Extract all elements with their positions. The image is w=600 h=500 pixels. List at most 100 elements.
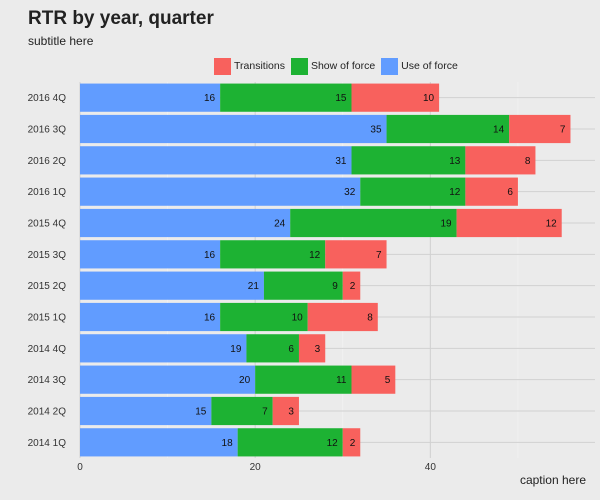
data-label-use-of-force: 35 (370, 125, 382, 136)
bar-use-of-force (80, 334, 247, 363)
data-label-show-of-force: 15 (335, 93, 347, 104)
y-tick-label: 2016 2Q (28, 156, 67, 167)
data-label-transitions: 7 (560, 125, 566, 136)
legend-label-use-of-force: Use of force (401, 60, 458, 72)
bar-show-of-force (246, 334, 299, 363)
bar-transitions (298, 334, 326, 363)
bar-show-of-force (386, 114, 510, 144)
data-label-show-of-force: 14 (493, 125, 505, 136)
legend-item-show-of-force: Show of force (290, 57, 376, 75)
data-label-transitions: 5 (385, 375, 391, 386)
data-label-use-of-force: 19 (230, 344, 242, 355)
bar-show-of-force (351, 146, 466, 175)
data-label-use-of-force: 16 (204, 250, 216, 261)
legend-label-show-of-force: Show of force (310, 60, 376, 72)
data-label-use-of-force: 24 (274, 219, 286, 230)
y-tick-label: 2016 1Q (28, 187, 67, 198)
legend-label-transitions: Transitions (234, 60, 285, 72)
data-label-show-of-force: 7 (262, 407, 268, 418)
y-tick-label: 2015 1Q (28, 313, 67, 324)
bar-use-of-force (80, 302, 221, 332)
data-label-transitions: 12 (546, 219, 558, 230)
data-label-show-of-force: 10 (292, 313, 304, 324)
y-tick-label: 2015 4Q (28, 219, 67, 230)
data-label-transitions: 10 (423, 93, 435, 104)
bar-show-of-force (263, 271, 343, 300)
data-label-show-of-force: 12 (309, 250, 321, 261)
bar-show-of-force (290, 208, 457, 238)
data-label-use-of-force: 16 (204, 93, 216, 104)
legend-key-use-of-force (381, 57, 399, 75)
data-label-show-of-force: 13 (449, 156, 461, 167)
legend: Transitions Show of force Use of force (214, 57, 464, 75)
bar-show-of-force (220, 240, 326, 269)
data-label-use-of-force: 31 (335, 156, 347, 167)
bar-show-of-force (220, 302, 308, 332)
bar-use-of-force (80, 428, 238, 457)
bar-show-of-force (237, 428, 343, 457)
legend-item-use-of-force: Use of force (381, 57, 458, 75)
data-label-transitions: 8 (525, 156, 531, 167)
bar-use-of-force (80, 271, 264, 300)
bar-transitions (342, 428, 361, 457)
data-label-transitions: 2 (350, 438, 356, 449)
bar-show-of-force (211, 396, 273, 426)
bar-use-of-force (80, 208, 291, 238)
y-tick-label: 2015 3Q (28, 250, 67, 261)
plot-panel (80, 82, 595, 458)
chart-caption: caption here (519, 473, 586, 487)
bar-use-of-force (80, 83, 221, 112)
data-label-show-of-force: 9 (332, 281, 338, 292)
y-tick-label: 2014 1Q (28, 438, 67, 449)
bar-transitions (351, 83, 440, 112)
data-label-show-of-force: 12 (327, 438, 339, 449)
bar-transitions (456, 208, 562, 238)
y-tick-label: 2014 2Q (28, 407, 67, 418)
data-label-transitions: 3 (288, 407, 294, 418)
legend-key-transitions (214, 57, 231, 75)
chart-title: RTR by year, quarter (28, 8, 214, 29)
bar-show-of-force (255, 365, 352, 394)
data-label-use-of-force: 15 (195, 407, 207, 418)
bar-transitions (325, 240, 387, 269)
data-label-transitions: 6 (507, 187, 513, 198)
data-label-show-of-force: 6 (288, 344, 294, 355)
data-label-show-of-force: 12 (449, 187, 461, 198)
data-label-transitions: 7 (376, 250, 382, 261)
y-tick-label: 2015 2Q (28, 281, 67, 292)
bar-transitions (465, 177, 518, 206)
data-label-use-of-force: 21 (248, 281, 260, 292)
data-label-show-of-force: 11 (336, 375, 347, 386)
data-label-use-of-force: 16 (204, 313, 216, 324)
legend-item-transitions: Transitions (214, 57, 285, 75)
y-tick-label: 2014 3Q (28, 375, 67, 386)
legend-key-show-of-force (290, 57, 308, 75)
bar-show-of-force (220, 83, 352, 112)
bar-transitions (342, 271, 361, 300)
y-tick-label: 2016 4Q (28, 93, 67, 104)
data-label-use-of-force: 32 (344, 187, 356, 198)
data-label-use-of-force: 18 (222, 438, 234, 449)
data-label-transitions: 3 (315, 344, 321, 355)
bar-use-of-force (80, 114, 387, 144)
data-label-transitions: 8 (367, 313, 373, 324)
bar-use-of-force (80, 177, 361, 206)
bar-transitions (351, 365, 396, 394)
bar-use-of-force (80, 365, 256, 394)
bar-transitions (307, 302, 378, 332)
bar-use-of-force (80, 396, 212, 426)
data-label-transitions: 2 (350, 281, 356, 292)
x-tick-label: 20 (250, 462, 262, 473)
data-label-show-of-force: 19 (440, 219, 452, 230)
bar-transitions (465, 146, 536, 175)
x-tick-label: 40 (425, 462, 437, 473)
chart-subtitle: subtitle here (28, 34, 94, 48)
y-tick-label: 2016 3Q (28, 125, 67, 136)
y-tick-label: 2014 4Q (28, 344, 67, 355)
bar-use-of-force (80, 240, 221, 269)
bar-show-of-force (360, 177, 466, 206)
data-label-use-of-force: 20 (239, 375, 251, 386)
x-tick-label: 0 (77, 462, 83, 473)
bar-transitions (509, 114, 571, 144)
